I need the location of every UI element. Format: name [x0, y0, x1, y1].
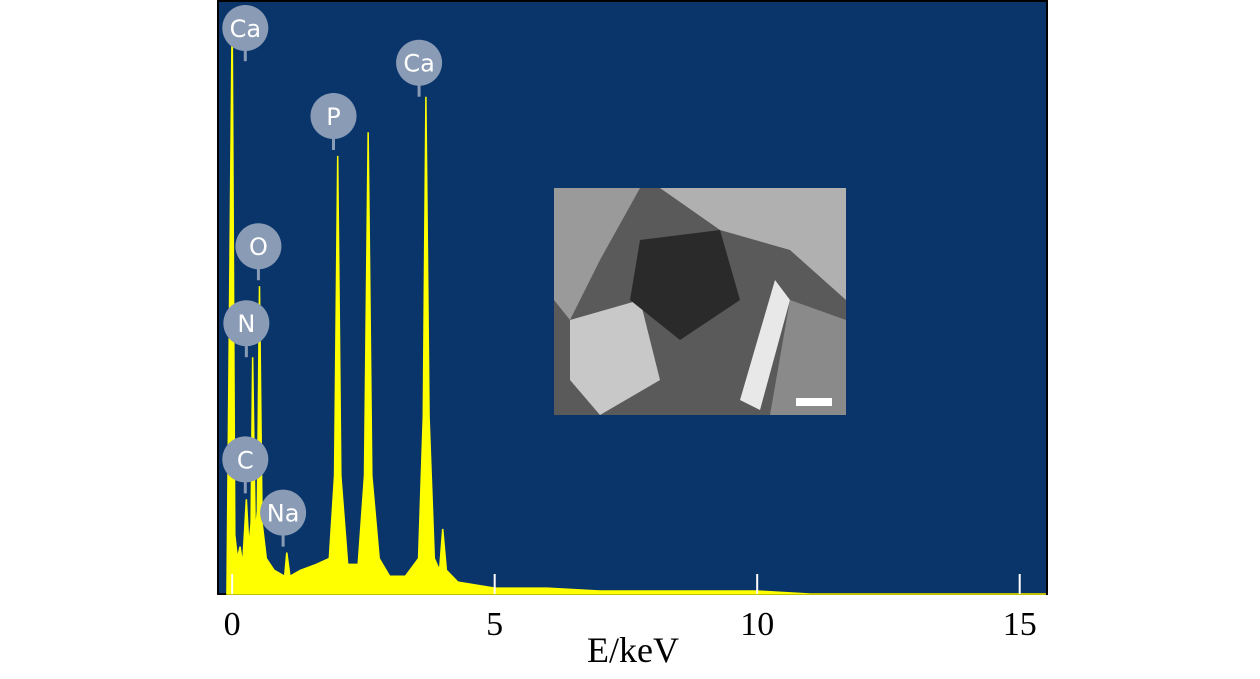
annotation-badge [222, 436, 269, 483]
annotation-badge [222, 5, 269, 51]
x-tick-label: 0 [224, 606, 241, 643]
x-axis-label: E/keV [587, 630, 679, 670]
annotation-label: O [249, 233, 268, 261]
sem-inset [554, 188, 846, 415]
x-tick-label: 15 [1003, 606, 1037, 643]
spectrum [226, 13, 1046, 595]
x-tick-label: 10 [740, 606, 774, 643]
annotation-badge [223, 300, 270, 347]
annotation-label: C [237, 446, 254, 474]
annotation-badge [396, 39, 443, 86]
annotation-label: P [326, 103, 340, 131]
annotation-label: Ca [403, 50, 434, 78]
annotation-badge [235, 223, 282, 270]
annotation-label: N [237, 310, 255, 338]
annotation-label: Na [267, 500, 300, 528]
annotation-label: Ca [230, 15, 261, 43]
annotation-badge [310, 93, 357, 139]
x-tick-label: 5 [486, 606, 503, 643]
annotation-badge [260, 489, 307, 536]
